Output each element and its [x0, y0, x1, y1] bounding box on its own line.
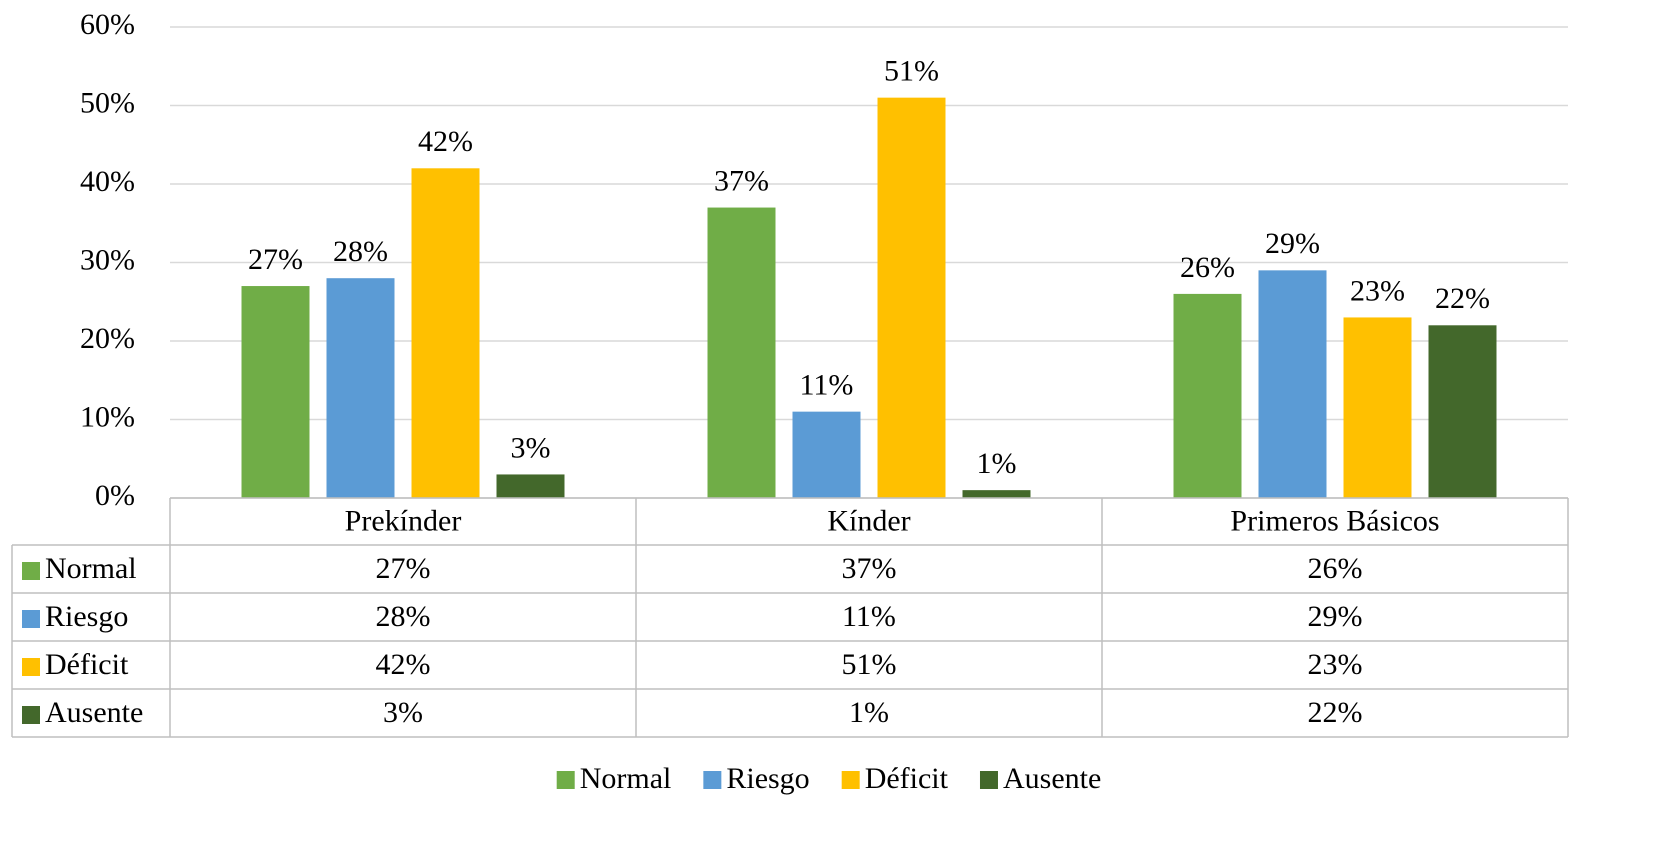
table-legend-swatch — [22, 562, 40, 580]
table-legend-swatch — [22, 610, 40, 628]
legend-label: Ausente — [1003, 762, 1101, 795]
bar — [1173, 293, 1242, 498]
legend-swatch — [979, 771, 998, 789]
data-label: 27% — [248, 243, 303, 276]
x-tick-label: Kínder — [827, 504, 910, 537]
legend-label: Normal — [580, 762, 672, 795]
table-legend-swatch — [22, 706, 40, 724]
y-tick-label: 20% — [80, 322, 135, 355]
legend-label: Déficit — [865, 762, 949, 795]
bar — [707, 207, 776, 499]
bar — [1258, 270, 1327, 498]
data-label: 1% — [977, 447, 1017, 480]
x-tick-label: Prekínder — [345, 504, 462, 537]
data-label: 37% — [714, 164, 769, 197]
bar — [792, 411, 861, 498]
table-row-label: Riesgo — [45, 600, 128, 633]
table-legend-swatch — [22, 658, 40, 676]
bar — [326, 278, 395, 498]
table-cell: 37% — [842, 552, 897, 585]
data-label: 51% — [884, 55, 939, 88]
data-label: 22% — [1435, 282, 1490, 315]
y-tick-label: 10% — [80, 400, 135, 433]
table-cell: 11% — [842, 600, 896, 633]
bar — [411, 168, 480, 499]
table-cell: 1% — [849, 696, 889, 729]
table-row-label: Déficit — [45, 648, 129, 681]
table-cell: 22% — [1308, 696, 1363, 729]
bar — [1343, 317, 1412, 498]
legend-swatch — [841, 771, 860, 789]
legend-swatch — [703, 771, 722, 789]
legend-swatch — [556, 771, 575, 789]
data-label: 26% — [1180, 251, 1235, 284]
legend-label: Riesgo — [726, 762, 809, 795]
x-tick-label: Primeros Básicos — [1230, 504, 1439, 537]
data-label: 11% — [800, 369, 854, 402]
table-cell: 28% — [376, 600, 431, 633]
table-cell: 29% — [1308, 600, 1363, 633]
table-cell: 3% — [383, 696, 423, 729]
bar — [962, 490, 1031, 498]
data-label: 29% — [1265, 227, 1320, 260]
y-tick-label: 30% — [80, 243, 135, 276]
bar — [241, 286, 310, 498]
table-cell: 51% — [842, 648, 897, 681]
table-cell: 23% — [1308, 648, 1363, 681]
y-tick-label: 60% — [80, 8, 135, 41]
data-label: 3% — [511, 431, 551, 464]
y-tick-label: 0% — [95, 479, 135, 512]
data-label: 42% — [418, 125, 473, 158]
bar — [496, 474, 565, 498]
data-label: 28% — [333, 235, 388, 268]
table-cell: 42% — [376, 648, 431, 681]
y-tick-label: 50% — [80, 86, 135, 119]
table-cell: 27% — [376, 552, 431, 585]
table-cell: 26% — [1308, 552, 1363, 585]
table-row-label: Ausente — [45, 696, 143, 729]
bar — [1428, 325, 1497, 498]
table-row-label: Normal — [45, 552, 137, 585]
data-label: 23% — [1350, 274, 1405, 307]
bar — [877, 97, 946, 499]
y-tick-label: 40% — [80, 165, 135, 198]
